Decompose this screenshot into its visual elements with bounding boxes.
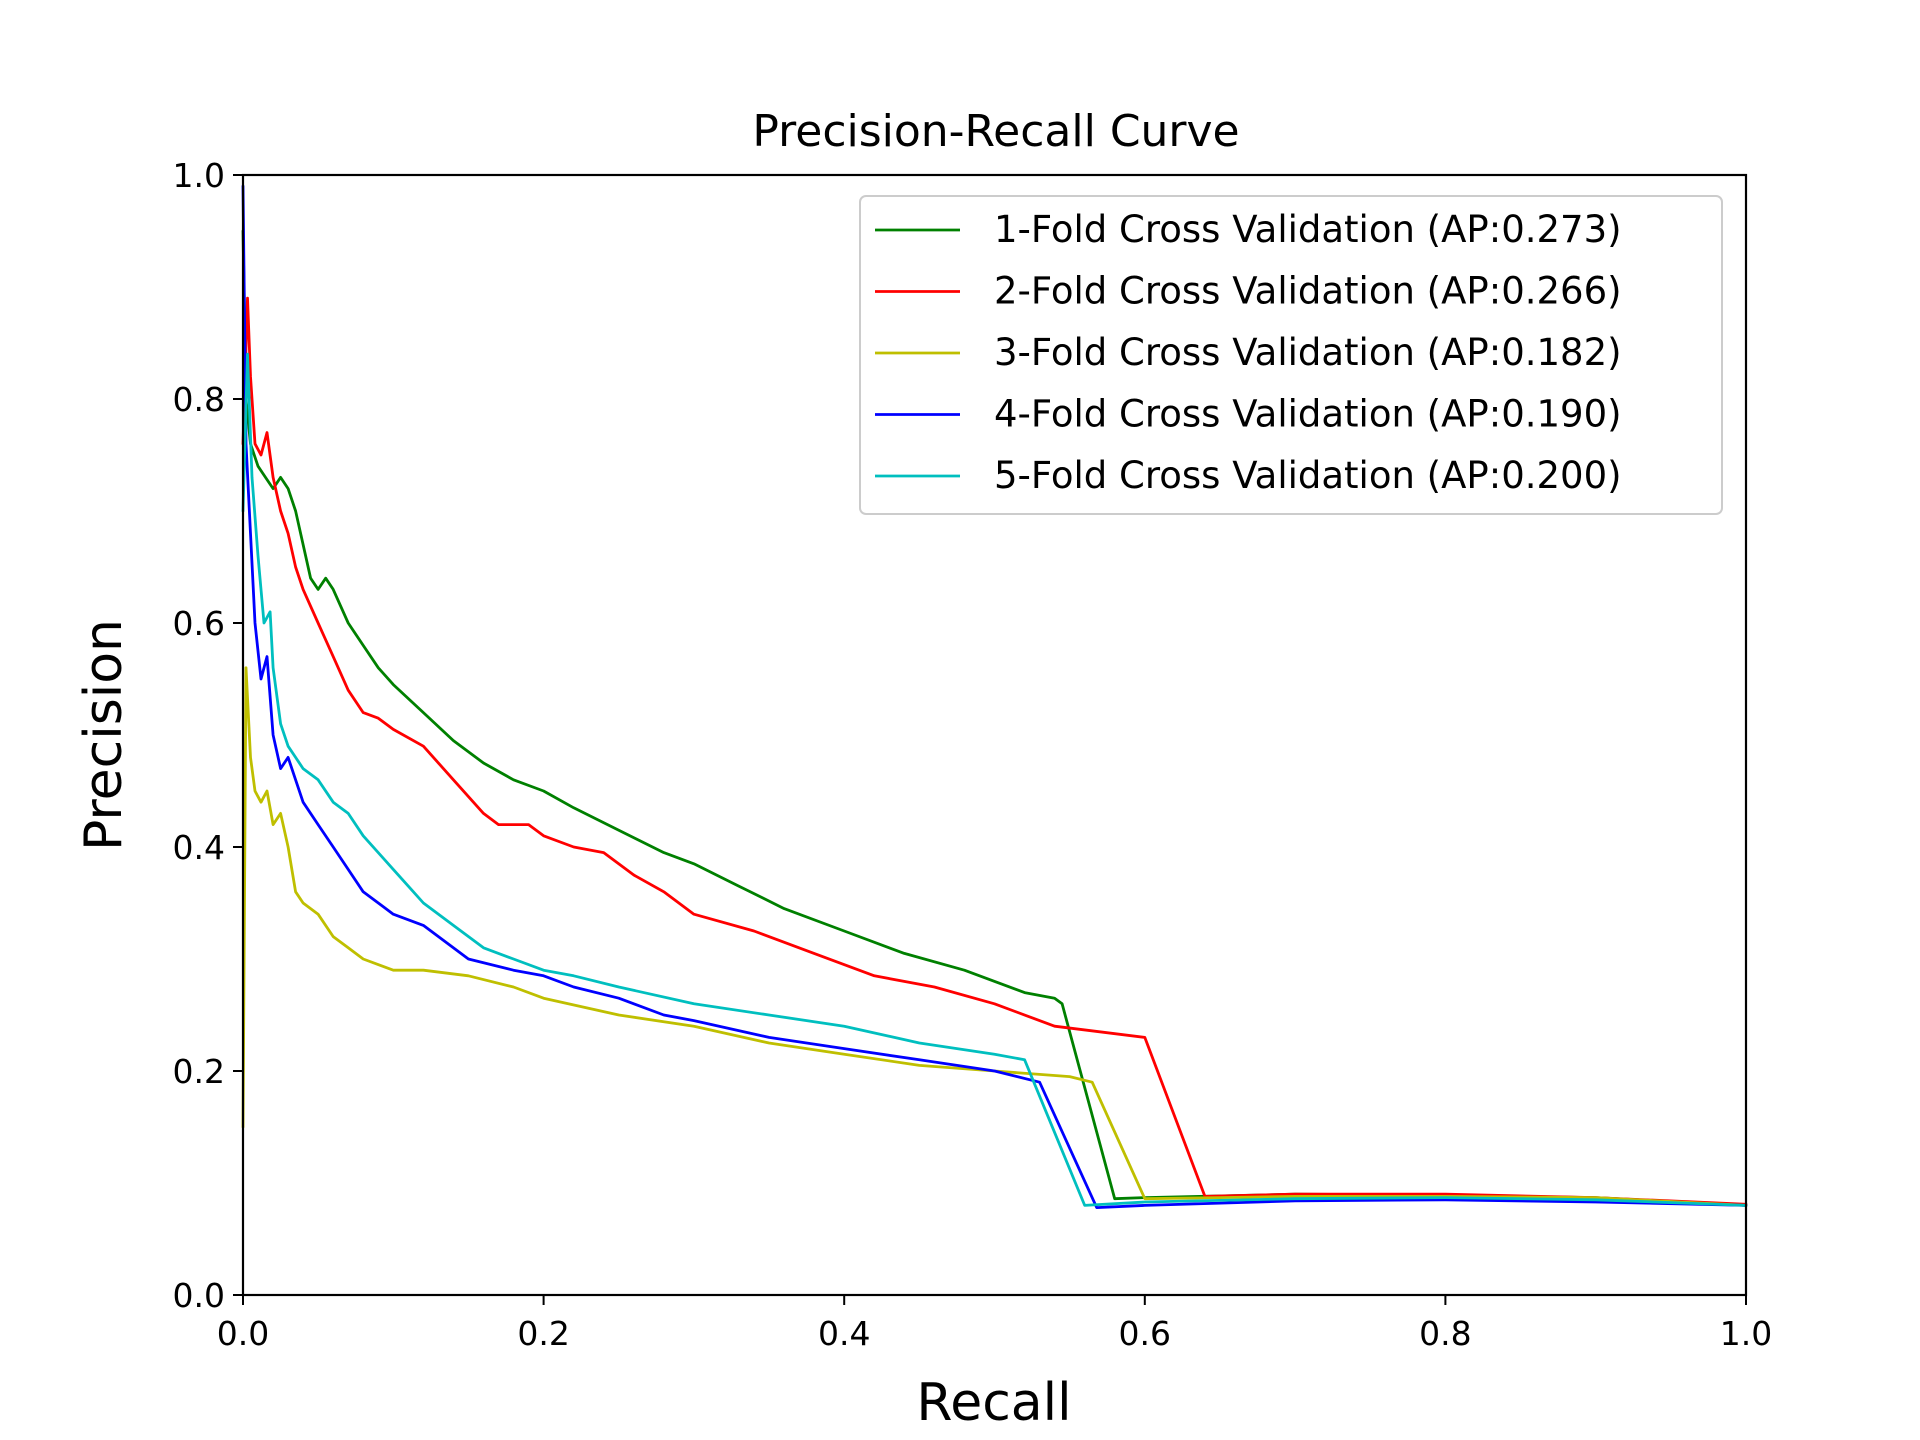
x-tick-label: 0.6 xyxy=(1119,1314,1171,1353)
x-axis-label: Recall xyxy=(916,1373,1071,1433)
legend-label: 4-Fold Cross Validation (AP:0.190) xyxy=(994,393,1622,436)
series-layer xyxy=(241,184,1748,1209)
y-tick-label: 0.8 xyxy=(173,380,225,419)
legend-label: 1-Fold Cross Validation (AP:0.273) xyxy=(994,208,1622,251)
x-tick-label: 0.0 xyxy=(217,1314,269,1353)
x-tick-label: 0.4 xyxy=(818,1314,870,1353)
y-axis-ticks: 0.0 0.2 0.4 0.6 0.8 1.0 xyxy=(173,156,243,1315)
series-line-2 xyxy=(241,296,1748,1206)
series-line-3 xyxy=(241,666,1748,1207)
x-axis-ticks: 0.0 0.2 0.4 0.6 0.8 1.0 xyxy=(217,1295,1772,1353)
series-line-1 xyxy=(241,229,1748,1207)
x-tick-label: 1.0 xyxy=(1720,1314,1772,1353)
y-axis-label: Precision xyxy=(74,619,134,851)
y-tick-label: 0.0 xyxy=(173,1276,225,1315)
legend-label: 2-Fold Cross Validation (AP:0.266) xyxy=(994,270,1622,313)
series-line-5 xyxy=(241,352,1748,1207)
x-tick-label: 0.8 xyxy=(1419,1314,1471,1353)
x-tick-label: 0.2 xyxy=(517,1314,569,1353)
plot-frame xyxy=(241,173,1748,1297)
legend-label: 5-Fold Cross Validation (AP:0.200) xyxy=(994,454,1622,497)
legend-box xyxy=(859,195,1723,515)
legend-label: 3-Fold Cross Validation (AP:0.182) xyxy=(994,331,1622,374)
chart-title: Precision-Recall Curve xyxy=(752,106,1239,157)
y-tick-label: 0.2 xyxy=(173,1052,225,1091)
series-line-4 xyxy=(241,184,1748,1209)
y-tick-label: 0.4 xyxy=(173,828,225,867)
y-tick-label: 1.0 xyxy=(173,156,225,195)
legend: 1-Fold Cross Validation (AP:0.273) 2-Fold… xyxy=(859,195,1723,515)
y-tick-label: 0.6 xyxy=(173,604,225,643)
